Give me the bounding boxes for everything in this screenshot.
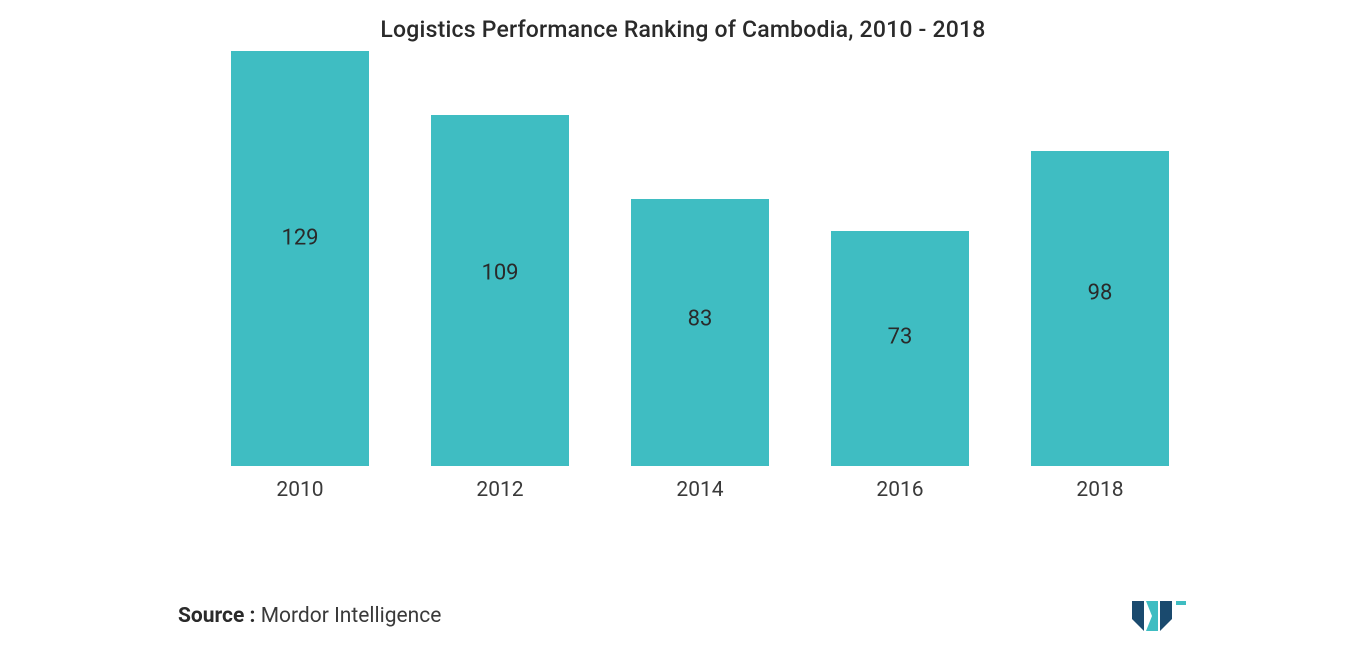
chart-footer: Source : Mordor Intelligence xyxy=(178,599,1188,633)
chart-area: 129109837398 20102012201420162018 xyxy=(230,51,1170,491)
bar-value-label: 83 xyxy=(688,307,713,332)
bar-group: 98 xyxy=(1030,151,1170,466)
bar: 98 xyxy=(1031,151,1169,466)
x-axis-label: 2014 xyxy=(630,478,770,502)
mordor-logo-icon xyxy=(1130,599,1188,633)
bar: 129 xyxy=(231,51,369,466)
bar: 83 xyxy=(631,199,769,466)
bar-group: 109 xyxy=(430,115,570,466)
x-axis-label: 2010 xyxy=(230,478,370,502)
bar-value-label: 129 xyxy=(281,225,318,250)
source-label: Source : xyxy=(178,604,255,628)
bar: 73 xyxy=(831,231,969,466)
source-attribution: Source : Mordor Intelligence xyxy=(178,604,441,628)
bar-group: 83 xyxy=(630,199,770,466)
chart-title: Logistics Performance Ranking of Cambodi… xyxy=(0,0,1366,51)
x-axis-label: 2018 xyxy=(1030,478,1170,502)
bar: 109 xyxy=(431,115,569,466)
x-axis-label: 2012 xyxy=(430,478,570,502)
bar-value-label: 98 xyxy=(1088,280,1113,305)
bar-value-label: 73 xyxy=(888,324,913,349)
bar-value-label: 109 xyxy=(481,261,518,286)
bar-group: 73 xyxy=(830,231,970,466)
x-axis-labels: 2010 2012 2014 2016 2018 xyxy=(230,478,1170,502)
source-value: Mordor Intelligence xyxy=(261,604,442,628)
bars-container: 129 109 83 73 98 xyxy=(230,51,1170,466)
bar-group: 129 xyxy=(230,51,370,466)
x-axis-label: 2016 xyxy=(830,478,970,502)
